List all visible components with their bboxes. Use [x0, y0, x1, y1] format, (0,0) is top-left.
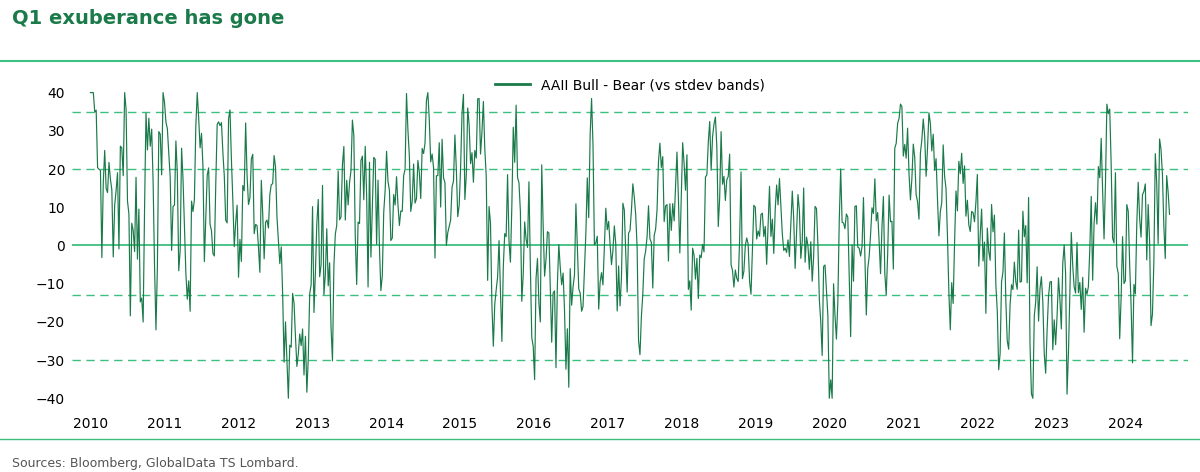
Text: Sources: Bloomberg, GlobalData TS Lombard.: Sources: Bloomberg, GlobalData TS Lombar…	[12, 456, 299, 470]
Legend: AAII Bull - Bear (vs stdev bands): AAII Bull - Bear (vs stdev bands)	[490, 73, 770, 98]
Text: Q1 exuberance has gone: Q1 exuberance has gone	[12, 9, 284, 28]
